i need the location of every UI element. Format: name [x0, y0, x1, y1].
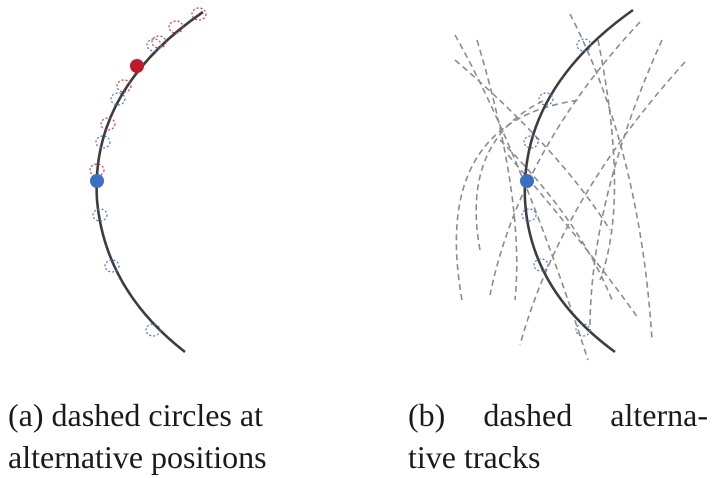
- alternative-track: [455, 99, 581, 301]
- main-track: [95, 10, 204, 354]
- blue-dashed-circle: [145, 323, 161, 337]
- alternative-track: [589, 39, 663, 331]
- blue-dashed-circle: [533, 258, 549, 272]
- blue-dashed-circle: [521, 208, 537, 222]
- alternative-track: [499, 139, 613, 301]
- blue-dashed-circle: [146, 38, 162, 52]
- blue-hit-point: [90, 174, 104, 188]
- alternative-track: [569, 13, 653, 341]
- blue-dashed-circle: [523, 135, 539, 149]
- caption-b-line-1: (b) dashed alterna-: [408, 397, 708, 433]
- alternative-track: [476, 39, 518, 301]
- caption-a-line-1: (a) dashed circles at: [8, 397, 263, 433]
- alternative-track: [454, 34, 589, 361]
- caption-b-line-2: tive tracks: [408, 439, 541, 475]
- red-dashed-circle: [168, 20, 184, 34]
- blue-dashed-circle: [92, 208, 108, 222]
- blue-dashed-circle: [95, 135, 111, 149]
- red-dashed-circle: [89, 163, 105, 177]
- blue-dashed-circle: [538, 92, 554, 106]
- alternative-track: [454, 59, 611, 231]
- red-hit-point: [130, 59, 144, 73]
- red-dashed-circle: [151, 35, 167, 49]
- alternative-track: [507, 154, 639, 319]
- main-track: [523, 8, 634, 354]
- blue-dashed-circle: [104, 259, 120, 273]
- red-dashed-circle: [191, 7, 207, 21]
- blue-dashed-circle: [576, 38, 592, 52]
- blue-dashed-circles: [92, 38, 162, 337]
- blue-dashed-circle: [575, 323, 591, 337]
- red-dashed-circles: [89, 7, 207, 177]
- red-dashed-circle: [100, 117, 116, 131]
- red-dashed-circle: [116, 79, 132, 93]
- caption-a-line-2: alternative positions: [8, 439, 267, 475]
- caption-a: (a) dashed circles at alternative positi…: [8, 394, 308, 478]
- blue-dashed-circles: [521, 38, 592, 337]
- alternative-track: [519, 61, 686, 346]
- blue-dashed-circle: [110, 92, 126, 106]
- blue-hit-point: [520, 174, 534, 188]
- alternative-track: [489, 21, 641, 296]
- panel-b: [454, 8, 686, 361]
- alternative-track: [475, 99, 546, 251]
- panel-a: [89, 7, 207, 354]
- alternative-track: [597, 39, 616, 281]
- caption-b: (b) dashed alterna- tive tracks: [408, 394, 708, 478]
